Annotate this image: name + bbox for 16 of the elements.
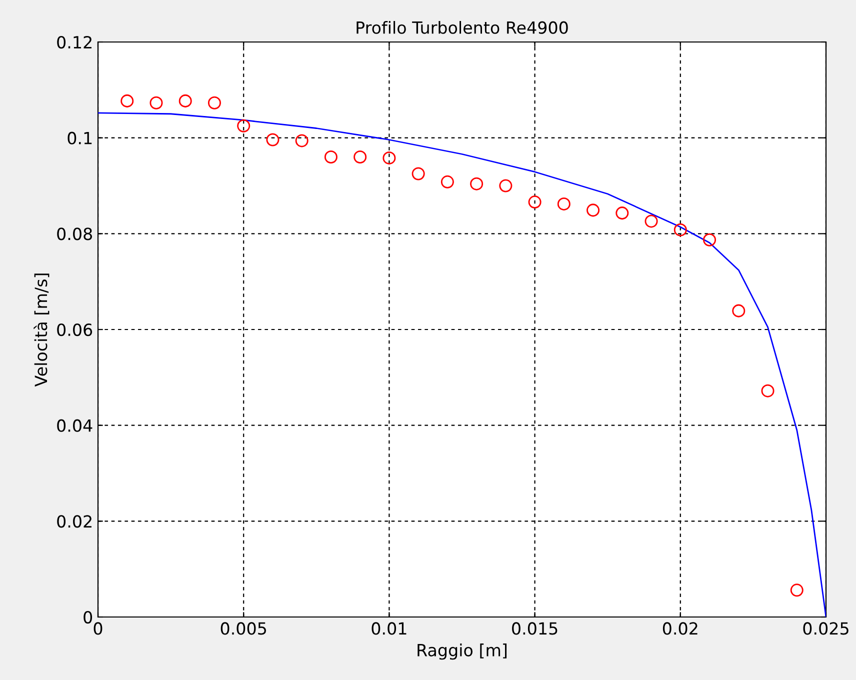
x-tick-label: 0.01 <box>372 622 406 635</box>
x-tick-label: 0.015 <box>512 622 558 635</box>
chart-title: Profilo Turbolento Re4900 <box>356 21 568 34</box>
x-tick-label: 0.025 <box>803 622 848 635</box>
y-tick-label: 0.06 <box>57 323 92 336</box>
y-axis-title: Velocità [m/s] <box>34 274 50 387</box>
y-tick-label: 0.1 <box>68 132 92 144</box>
x-tick-label: 0.005 <box>220 622 266 635</box>
y-tick-label: 0.08 <box>57 228 92 240</box>
y-tick-label: 0 <box>84 610 92 624</box>
y-tick-label: 0.02 <box>57 515 92 528</box>
y-tick-label: 0.12 <box>57 36 92 49</box>
y-tick-label: 0.04 <box>57 419 92 432</box>
x-axis-title: Raggio [m] <box>418 644 507 660</box>
x-tick-label: 0 <box>94 622 102 635</box>
x-tick-label: 0.02 <box>662 622 698 635</box>
